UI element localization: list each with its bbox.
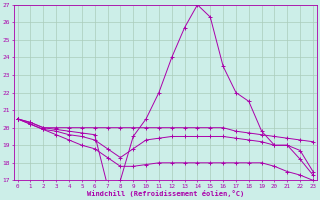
X-axis label: Windchill (Refroidissement éolien,°C): Windchill (Refroidissement éolien,°C): [87, 190, 244, 197]
